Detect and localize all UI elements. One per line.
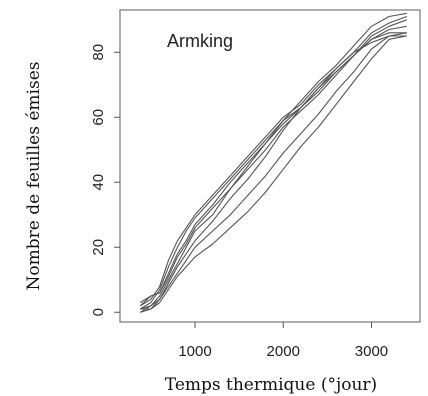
y-axis: 0 20 40 60 80	[90, 44, 120, 316]
chart-annotation: Armking	[167, 31, 233, 51]
series-lines	[139, 12, 407, 313]
series-line-2	[140, 12, 407, 310]
x-axis: 1000 2000 3000	[178, 322, 388, 360]
y-tick-label-1: 0	[90, 308, 107, 316]
x-tick-label-1: 1000	[178, 343, 211, 360]
x-tick-label-2: 2000	[267, 343, 300, 360]
series-line-7	[140, 32, 407, 313]
y-tick-label-2: 20	[90, 239, 107, 256]
y-tick-label-5: 80	[90, 44, 107, 61]
series-line-5	[140, 32, 407, 310]
plot-frame	[119, 9, 421, 323]
x-axis-label: Temps thermique (°jour)	[165, 375, 377, 395]
y-tick-label-3: 40	[90, 174, 107, 191]
y-tick-label-4: 60	[90, 109, 107, 126]
x-tick-label-3: 3000	[355, 343, 388, 360]
series-line-8	[140, 35, 407, 310]
y-axis-label: Nombre de feuilles émises	[24, 62, 44, 291]
series-line-6	[140, 35, 407, 313]
